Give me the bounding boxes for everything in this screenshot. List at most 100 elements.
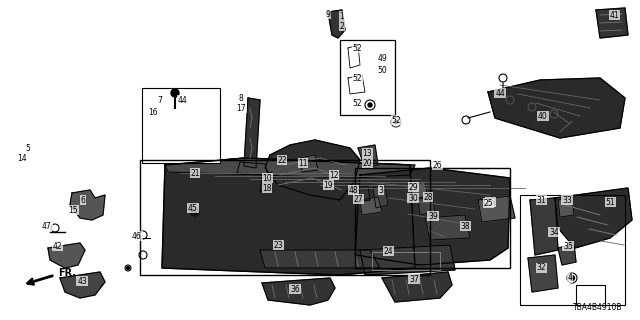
Text: 42: 42	[52, 242, 62, 251]
Polygon shape	[355, 168, 510, 265]
Polygon shape	[260, 250, 380, 268]
Circle shape	[570, 276, 575, 281]
Polygon shape	[244, 98, 260, 168]
Polygon shape	[60, 272, 105, 298]
Circle shape	[171, 89, 179, 97]
Circle shape	[368, 103, 372, 107]
Text: 4: 4	[568, 274, 572, 283]
Text: 24: 24	[383, 246, 393, 255]
Text: 12: 12	[329, 171, 339, 180]
Polygon shape	[425, 215, 470, 240]
Polygon shape	[555, 188, 632, 248]
Polygon shape	[580, 287, 602, 301]
Polygon shape	[355, 186, 370, 202]
Polygon shape	[530, 198, 558, 255]
Polygon shape	[262, 278, 335, 305]
Text: 48: 48	[348, 186, 358, 195]
Polygon shape	[70, 190, 105, 220]
Text: 20: 20	[362, 158, 372, 167]
Polygon shape	[596, 8, 628, 38]
Text: 23: 23	[273, 241, 283, 250]
Text: 9: 9	[326, 10, 330, 19]
Polygon shape	[300, 155, 318, 172]
Text: 14: 14	[17, 154, 27, 163]
Text: 19: 19	[323, 180, 333, 189]
Text: 10: 10	[262, 173, 272, 182]
Polygon shape	[382, 272, 452, 302]
Text: 31: 31	[536, 196, 546, 204]
Text: 16: 16	[148, 108, 158, 116]
Bar	[372, 252, 440, 270]
Text: 13: 13	[362, 148, 372, 157]
Text: 51: 51	[605, 197, 615, 206]
Text: 15: 15	[68, 205, 78, 214]
Text: 29: 29	[408, 182, 418, 191]
Text: 37: 37	[409, 275, 419, 284]
Text: 45: 45	[188, 204, 198, 212]
Text: FR.: FR.	[58, 268, 76, 278]
Polygon shape	[360, 197, 382, 215]
Polygon shape	[528, 255, 558, 292]
Text: 43: 43	[77, 276, 87, 285]
Polygon shape	[328, 10, 345, 38]
Bar	[355, 168, 510, 268]
Text: 17: 17	[236, 103, 246, 113]
Text: 46: 46	[132, 231, 142, 241]
Text: 49: 49	[377, 53, 387, 62]
Bar	[140, 160, 430, 275]
Text: 28: 28	[423, 193, 433, 202]
Polygon shape	[158, 108, 172, 155]
Text: 39: 39	[428, 212, 438, 220]
Text: 34: 34	[549, 228, 559, 236]
Text: 26: 26	[432, 161, 442, 170]
Polygon shape	[558, 198, 574, 217]
Circle shape	[127, 267, 129, 269]
Text: 11: 11	[298, 158, 308, 167]
Polygon shape	[162, 158, 415, 275]
Text: 32: 32	[536, 263, 546, 273]
Text: 35: 35	[563, 242, 573, 251]
Polygon shape	[152, 150, 178, 162]
Polygon shape	[418, 195, 435, 215]
Text: 50: 50	[377, 66, 387, 75]
Circle shape	[394, 120, 398, 124]
Text: 3: 3	[379, 186, 383, 195]
Text: 6: 6	[81, 196, 85, 204]
Text: 27: 27	[353, 195, 363, 204]
Polygon shape	[348, 75, 365, 94]
Text: 41: 41	[609, 11, 619, 20]
Circle shape	[193, 210, 197, 214]
Bar	[142, 88, 220, 163]
Text: 40: 40	[538, 111, 548, 121]
Polygon shape	[558, 244, 576, 265]
Polygon shape	[48, 243, 85, 268]
Text: 52: 52	[352, 44, 362, 52]
Polygon shape	[237, 162, 268, 175]
Text: 52: 52	[352, 74, 362, 83]
Text: 44: 44	[495, 89, 505, 98]
Polygon shape	[358, 145, 378, 168]
Text: 25: 25	[483, 198, 493, 207]
Text: 47: 47	[42, 221, 52, 230]
Polygon shape	[408, 182, 428, 200]
Polygon shape	[373, 185, 388, 208]
Polygon shape	[360, 245, 455, 275]
Text: 22: 22	[277, 156, 287, 164]
Text: TBA4B4910B: TBA4B4910B	[573, 303, 622, 312]
Text: 21: 21	[190, 169, 200, 178]
Text: 18: 18	[262, 183, 272, 193]
Text: 8: 8	[239, 93, 243, 102]
Polygon shape	[260, 172, 272, 192]
Text: 33: 33	[562, 196, 572, 204]
Polygon shape	[478, 196, 515, 222]
Text: 52: 52	[391, 116, 401, 124]
Text: 1: 1	[340, 12, 344, 20]
Text: 38: 38	[460, 221, 470, 230]
Bar	[576, 285, 605, 305]
Text: 25: 25	[485, 197, 495, 206]
Text: 44: 44	[178, 95, 188, 105]
Text: 7: 7	[157, 95, 163, 105]
Polygon shape	[265, 140, 360, 200]
Text: 36: 36	[290, 284, 300, 293]
Text: 30: 30	[408, 194, 418, 203]
